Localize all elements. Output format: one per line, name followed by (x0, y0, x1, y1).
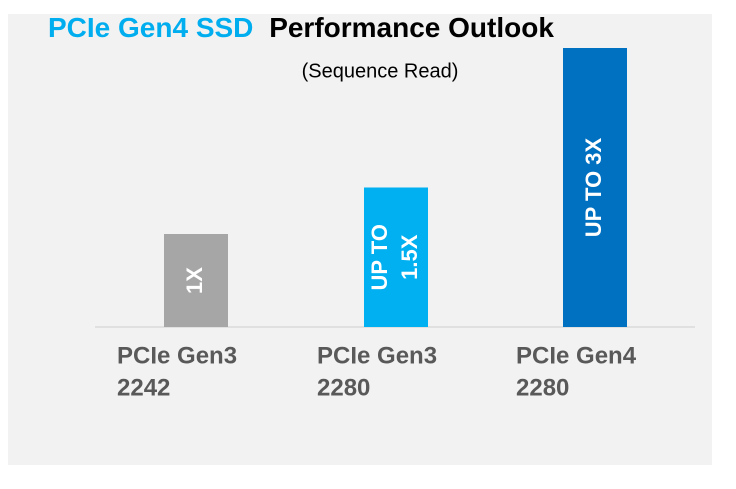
x-tick-label: PCIe Gen4 (516, 342, 637, 369)
value-label: 1.5X (397, 234, 422, 280)
value-label: UP TO (367, 224, 392, 290)
bar (164, 234, 228, 327)
chart-title: PCIe Gen4 SSD Performance Outlook (48, 12, 554, 43)
x-tick-label: PCIe Gen3 (117, 342, 237, 369)
chart-subtitle: (Sequence Read) (302, 60, 459, 82)
bar (563, 48, 627, 327)
title-part: PCIe Gen4 SSD (48, 12, 253, 43)
x-tick-label: 2242 (117, 374, 170, 401)
bar (364, 187, 428, 327)
x-tick-label: 2280 (516, 374, 569, 401)
x-tick-label: 2280 (317, 374, 370, 401)
title-part: Performance Outlook (269, 12, 554, 43)
value-label: UP TO 3X (581, 137, 606, 237)
x-tick-label: PCIe Gen3 (317, 342, 437, 369)
value-label: 1X (182, 267, 207, 294)
